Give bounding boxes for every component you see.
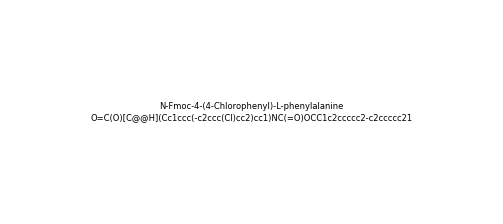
Text: N-Fmoc-4-(4-Chlorophenyl)-L-phenylalanine
O=C(O)[C@@H](Cc1ccc(-c2ccc(Cl)cc2)cc1): N-Fmoc-4-(4-Chlorophenyl)-L-phenylalanin… <box>91 102 412 122</box>
